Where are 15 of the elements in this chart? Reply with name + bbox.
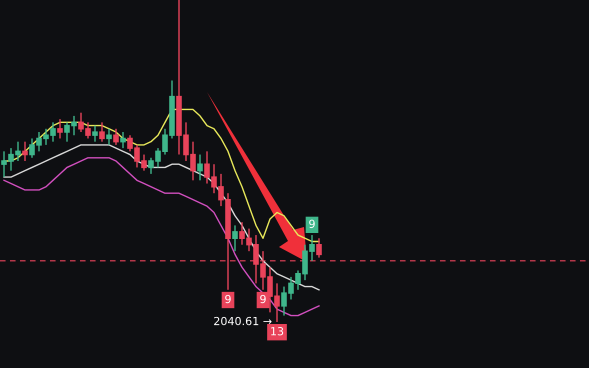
annotation: 9	[309, 220, 315, 228]
candlestick	[120, 131, 126, 149]
text: 13	[271, 327, 284, 336]
candlestick	[113, 128, 119, 146]
annotation: 2040.61 →	[214, 316, 272, 326]
candlestick	[232, 224, 238, 252]
candlestick	[106, 128, 112, 146]
candlestick	[22, 140, 28, 162]
candlestick	[197, 154, 203, 182]
annotation: 9	[260, 294, 266, 304]
candlestick	[57, 118, 63, 140]
candlestick	[92, 124, 98, 142]
candlestick	[99, 122, 105, 142]
annotation: 9	[225, 294, 231, 304]
candlestick	[316, 238, 322, 258]
